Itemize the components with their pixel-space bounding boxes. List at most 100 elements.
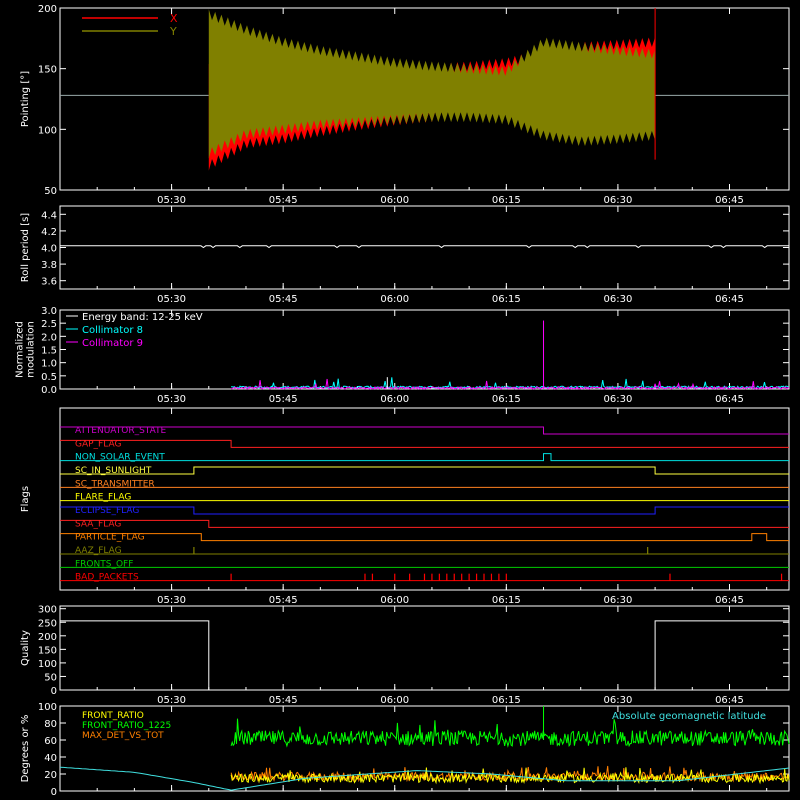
x-tick-label: 06:45 <box>715 595 744 606</box>
y-tick-label: 40 <box>44 753 57 764</box>
flag-label: FLARE_FLAG <box>75 493 131 503</box>
flag-label: ATTENUATOR_STATE <box>75 426 167 436</box>
x-tick-label: 06:45 <box>715 195 744 206</box>
series-front_ratio_1225 <box>230 718 790 748</box>
y-tick-label: 3.8 <box>41 260 57 271</box>
x-tick-label: 06:00 <box>380 195 409 206</box>
x-tick-label: 05:30 <box>157 195 186 206</box>
x-tick-label: 06:45 <box>715 294 744 305</box>
y-tick-label: 3.0 <box>41 306 57 317</box>
series-collimator-9 <box>231 378 790 391</box>
y-axis-label: Pointing [°] <box>20 71 31 127</box>
x-tick-label: 06:15 <box>492 695 521 706</box>
flag-line <box>60 426 789 435</box>
panel-frame <box>59 605 790 691</box>
flag-label: SC_TRANSMITTER <box>75 479 155 489</box>
panel-frame <box>59 205 790 290</box>
x-tick-label: 05:45 <box>269 195 298 206</box>
x-tick-label: 05:30 <box>157 595 186 606</box>
y-axis-label: modulation <box>26 321 37 378</box>
x-tick-label: 05:45 <box>269 595 298 606</box>
x-tick-label: 05:30 <box>157 394 186 405</box>
flag-label: ECLIPSE_FLAG <box>75 506 139 516</box>
flag-label: NON_SOLAR_EVENT <box>75 453 165 463</box>
legend-label: X <box>170 12 178 25</box>
y-tick-label: 4.4 <box>41 210 57 221</box>
y-axis-label: Roll period [s] <box>20 213 31 282</box>
y-tick-label: 100 <box>38 125 57 136</box>
y-tick-label: 1.0 <box>41 359 57 370</box>
flag-line <box>60 533 789 542</box>
y-tick-label: 60 <box>44 736 57 747</box>
y-tick-label: 200 <box>38 4 57 15</box>
y-tick-label: 200 <box>38 632 57 643</box>
legend-title: Energy band: 12-25 keV <box>82 312 203 323</box>
legend-label: MAX_DET_VS_TOT <box>82 731 164 741</box>
flag-label: SC_IN_SUNLIGHT <box>75 466 152 476</box>
geomagnetic-latitude-line <box>59 766 790 791</box>
y-tick-label: 1.5 <box>41 346 57 357</box>
y-tick-label: 2.0 <box>41 332 57 343</box>
x-tick-label: 06:30 <box>603 695 632 706</box>
y-tick-label: 0.0 <box>41 385 57 396</box>
legend-label: FRONT_RATIO_1225 <box>82 721 171 731</box>
x-tick-label: 05:45 <box>269 695 298 706</box>
x-tick-label: 05:30 <box>157 294 186 305</box>
y-tick-label: 150 <box>38 645 57 656</box>
x-tick-label: 05:45 <box>269 394 298 405</box>
flag-label: FRONTS_OFF <box>75 559 133 569</box>
y-axis-label: Degrees or % <box>20 715 31 783</box>
series-collimator-8 <box>231 377 790 390</box>
y-tick-label: 3.6 <box>41 277 57 288</box>
y-tick-label: 0.5 <box>41 372 57 383</box>
y-tick-label: 300 <box>38 605 57 616</box>
legend-label: Collimator 9 <box>82 338 143 349</box>
x-tick-label: 06:45 <box>715 695 744 706</box>
x-tick-label: 06:30 <box>603 595 632 606</box>
y-tick-label: 50 <box>44 672 57 683</box>
x-tick-label: 06:00 <box>380 294 409 305</box>
flag-line <box>60 519 789 528</box>
flag-line <box>60 439 789 448</box>
x-tick-label: 06:00 <box>380 595 409 606</box>
x-tick-label: 05:30 <box>157 695 186 706</box>
y-tick-label: 80 <box>44 719 57 730</box>
panel-frame <box>59 705 790 792</box>
y-axis-label: Normalized <box>15 321 26 378</box>
y-tick-label: 4.0 <box>41 244 57 255</box>
flag-label: GAP_FLAG <box>75 439 121 449</box>
y-tick-label: 50 <box>44 186 57 197</box>
y-tick-label: 250 <box>38 618 57 629</box>
flag-line <box>60 453 789 462</box>
y-tick-label: 150 <box>38 65 57 76</box>
x-tick-label: 06:00 <box>380 695 409 706</box>
flag-label: PARTICLE_FLAG <box>75 533 145 543</box>
series-y-band <box>208 9 656 159</box>
flag-line <box>60 466 789 475</box>
panel-frame <box>59 7 790 191</box>
x-tick-label: 06:15 <box>492 294 521 305</box>
flag-line <box>60 506 789 515</box>
y-tick-label: 100 <box>38 702 57 713</box>
y-axis-label: Flags <box>20 486 31 512</box>
quality-line <box>60 620 789 691</box>
x-tick-label: 06:15 <box>492 195 521 206</box>
y-tick-label: 0 <box>51 686 57 697</box>
x-tick-label: 06:30 <box>603 394 632 405</box>
y-tick-label: 0 <box>51 787 57 798</box>
x-tick-label: 06:30 <box>603 294 632 305</box>
y-tick-label: 20 <box>44 770 57 781</box>
flag-label: AAZ_FLAG <box>75 546 122 556</box>
x-tick-label: 06:15 <box>492 394 521 405</box>
x-tick-label: 06:15 <box>492 595 521 606</box>
y-tick-label: 4.2 <box>41 227 57 238</box>
legend-label: Absolute geomagnetic latitude <box>612 711 766 722</box>
legend-label: Y <box>169 25 177 38</box>
x-tick-label: 06:30 <box>603 195 632 206</box>
y-tick-label: 2.5 <box>41 319 57 330</box>
legend-label: Collimator 8 <box>82 325 143 336</box>
x-tick-label: 06:45 <box>715 394 744 405</box>
flag-label: BAD_PACKETS <box>75 573 139 583</box>
x-tick-label: 05:45 <box>269 294 298 305</box>
